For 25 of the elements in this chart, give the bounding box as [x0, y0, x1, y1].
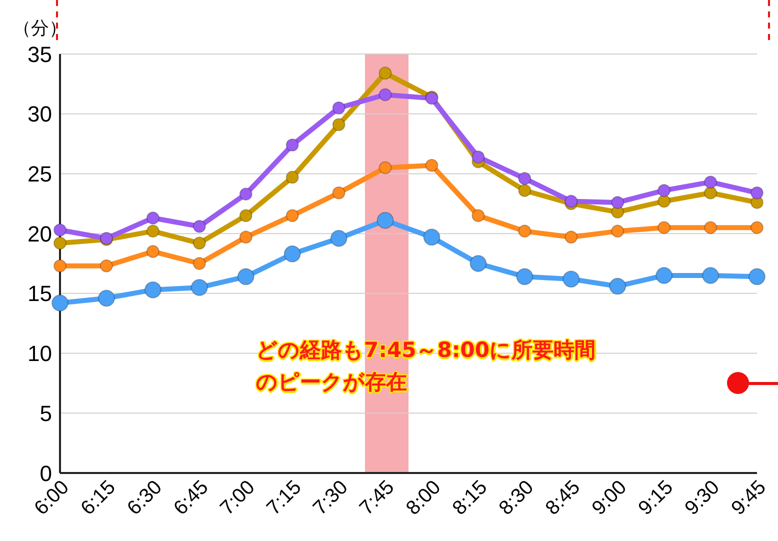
x-tick-label: 6:30: [123, 476, 166, 520]
y-tick-label: 15: [28, 281, 52, 306]
y-axis-title: （分）: [13, 18, 67, 38]
y-tick-label: 30: [28, 102, 52, 127]
x-tick-label: 9:00: [588, 476, 632, 520]
x-tick-label: 6:15: [76, 476, 120, 520]
x-tick-label: 8:15: [448, 476, 492, 520]
x-tick-label: 9:30: [680, 476, 724, 520]
y-tick-label: 5: [40, 400, 52, 426]
x-tick-label: 7:45: [356, 476, 399, 520]
x-tick-label: 7:30: [309, 476, 352, 520]
x-tick-label: 8:30: [495, 476, 538, 520]
y-tick-label: 35: [28, 42, 52, 67]
y-tick-label: 10: [28, 341, 52, 366]
y-tick-label: 20: [28, 221, 52, 246]
x-tick-label: 8:45: [541, 476, 585, 520]
x-tick-label: 7:00: [216, 476, 260, 520]
y-tick-label: 25: [28, 162, 52, 187]
x-tick-label: 9:15: [634, 476, 678, 520]
annotation: どの経路も7:45～8:00に所要時間のピークが存在: [256, 337, 596, 396]
x-tick-label: 6:45: [170, 476, 213, 520]
x-tick-label: 9:45: [727, 476, 770, 520]
x-tick-label: 7:15: [262, 476, 306, 520]
y-tick-label: 0: [40, 460, 52, 486]
x-tick-label: 8:00: [402, 476, 446, 520]
